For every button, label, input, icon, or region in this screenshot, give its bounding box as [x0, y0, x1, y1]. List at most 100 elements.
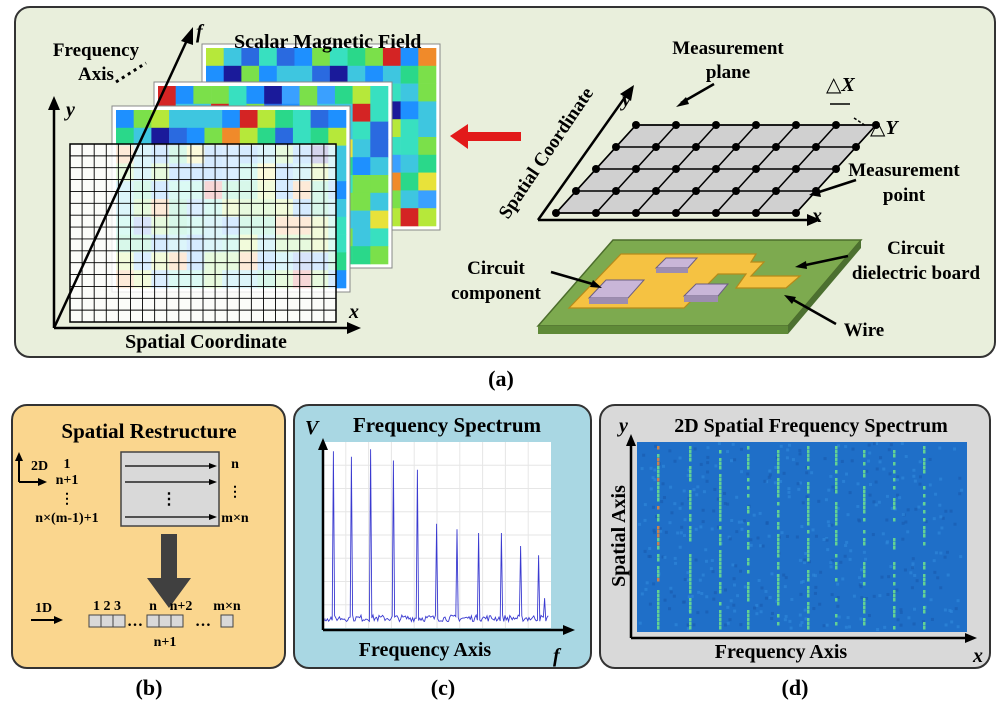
panel-c-chart: V Frequency Spectrum Frequency Axis f [305, 413, 575, 667]
spectrum-line-segment [893, 518, 896, 522]
measurement-plane [552, 121, 880, 217]
spectrum-line-segment [719, 462, 722, 466]
measurement-dot [652, 143, 660, 151]
measurement-dot [752, 165, 760, 173]
spectrum-line-segment [689, 530, 692, 534]
row-end-1: n [231, 457, 239, 472]
measurement-dot [632, 165, 640, 173]
spectrum-line-segment [807, 546, 810, 550]
circuit-component-label-1: Circuit [467, 258, 525, 279]
measurement-dot [652, 187, 660, 195]
spectrum-line-segment [923, 518, 926, 522]
spectrum-line-segment [657, 554, 660, 558]
spectrum-line-segment [835, 470, 838, 474]
spectrum-line-segment [893, 542, 896, 546]
spectrum-line-segment [777, 602, 780, 606]
panel-c-ylabel: V [305, 417, 320, 439]
spectrum-line-segment [863, 510, 866, 514]
matrix-middle-dots: ⋮ [161, 491, 177, 508]
spectrum-line-segment [893, 566, 896, 570]
spectrum-line-segment [835, 614, 838, 618]
caption-a: (a) [488, 366, 514, 391]
spectrum-line-segment [807, 486, 810, 490]
seq-label-n: n [149, 599, 157, 614]
spectrum-line-segment [719, 514, 722, 518]
spectrum-line-segment [863, 470, 866, 474]
spectrum-line-segment [689, 498, 692, 502]
spectrum-line-segment [863, 602, 866, 606]
spectrum-line-segment [719, 558, 722, 562]
spectrum-line-segment [657, 602, 660, 606]
measurement-dot [612, 187, 620, 195]
seq-dots-2: … [195, 613, 211, 630]
spectrum-line-segment [719, 486, 722, 490]
spectrum-line-segment [893, 454, 896, 458]
spectrum-line-segment [863, 506, 866, 510]
spectrum-line-segment [719, 458, 722, 462]
spectrum-line-segment [863, 542, 866, 546]
plane-axes [536, 92, 811, 222]
spectrum-line-segment [689, 618, 692, 622]
spectrum-line-segment [807, 590, 810, 594]
spectrum-line-segment [747, 614, 750, 618]
spectrum-line-segment [807, 622, 810, 626]
spectrum-line-segment [807, 510, 810, 514]
spectrum-line-segment [657, 526, 660, 530]
spectrum-line-segment [863, 618, 866, 622]
spectrum-line-segment [863, 494, 866, 498]
spectrum-line-segment [689, 610, 692, 614]
spectrum-line-segment [719, 498, 722, 502]
spectrum-line-segment [807, 466, 810, 470]
spectrum-line-segment [777, 510, 780, 514]
spectrum-line-segment [777, 482, 780, 486]
spectrum-line-segment [893, 470, 896, 474]
spectrum-line-segment [747, 494, 750, 498]
spectrum-line-segment [777, 538, 780, 542]
panel-c-xlabel: Frequency Axis [359, 639, 492, 661]
spectrum-line-segment [893, 610, 896, 614]
sequence-cells [88, 614, 234, 628]
spectrum-line-segment [657, 566, 660, 570]
spectrum-line-segment [777, 490, 780, 494]
spectrum-line-segment [807, 482, 810, 486]
spectrum-line-segment [719, 626, 722, 630]
panel-d-2d-spectrum: y 2D Spatial Frequency Spectrum Spatial … [599, 404, 991, 669]
spectrum-line-segment [657, 506, 660, 510]
spectrum-line-segment [807, 542, 810, 546]
spectrum-line-segment [923, 458, 926, 462]
spectrum-line-segment [689, 470, 692, 474]
measurement-dot [552, 209, 560, 217]
spectrum-line-segment [835, 454, 838, 458]
spectrum-line-segment [689, 598, 692, 602]
spectrum-line-segment [747, 530, 750, 534]
spectrum-line-segment [923, 578, 926, 582]
spectrum-line-segment [923, 574, 926, 578]
spectrum-line-segment [923, 470, 926, 474]
spectrum-line-segment [835, 562, 838, 566]
spectrum-line-segment [719, 554, 722, 558]
spectrum-line-segment [835, 534, 838, 538]
spectrum-line-segment [863, 574, 866, 578]
spectrum-line-segment [893, 478, 896, 482]
plane-y-arrowhead [620, 85, 634, 101]
spectrum-line-segment [777, 622, 780, 626]
seq-label-n1: n+1 [154, 635, 177, 650]
spectrum-line-segment [807, 514, 810, 518]
spectrum-line-segment [893, 462, 896, 466]
spectrum-line-segment [719, 614, 722, 618]
panel-d-ylabel: Spatial Axis [608, 485, 630, 587]
spectrum-line-segment [689, 538, 692, 542]
spectrum-line-segment [807, 602, 810, 606]
spectrum-line-segment [807, 506, 810, 510]
spectrum-line-segment [689, 606, 692, 610]
delta-y-label: △Y [870, 117, 899, 139]
spectrum-line-segment [777, 562, 780, 566]
spectrum-line-segment [689, 458, 692, 462]
spectrum-line-segment [719, 538, 722, 542]
spectrum-line-segment [807, 574, 810, 578]
seq-label-mn: m×n [213, 599, 241, 614]
spectrum-line-segment [747, 582, 750, 586]
spectrum-line-segment [719, 562, 722, 566]
spectrum-line-segment [923, 446, 926, 450]
spectrum-line-segment [923, 462, 926, 466]
